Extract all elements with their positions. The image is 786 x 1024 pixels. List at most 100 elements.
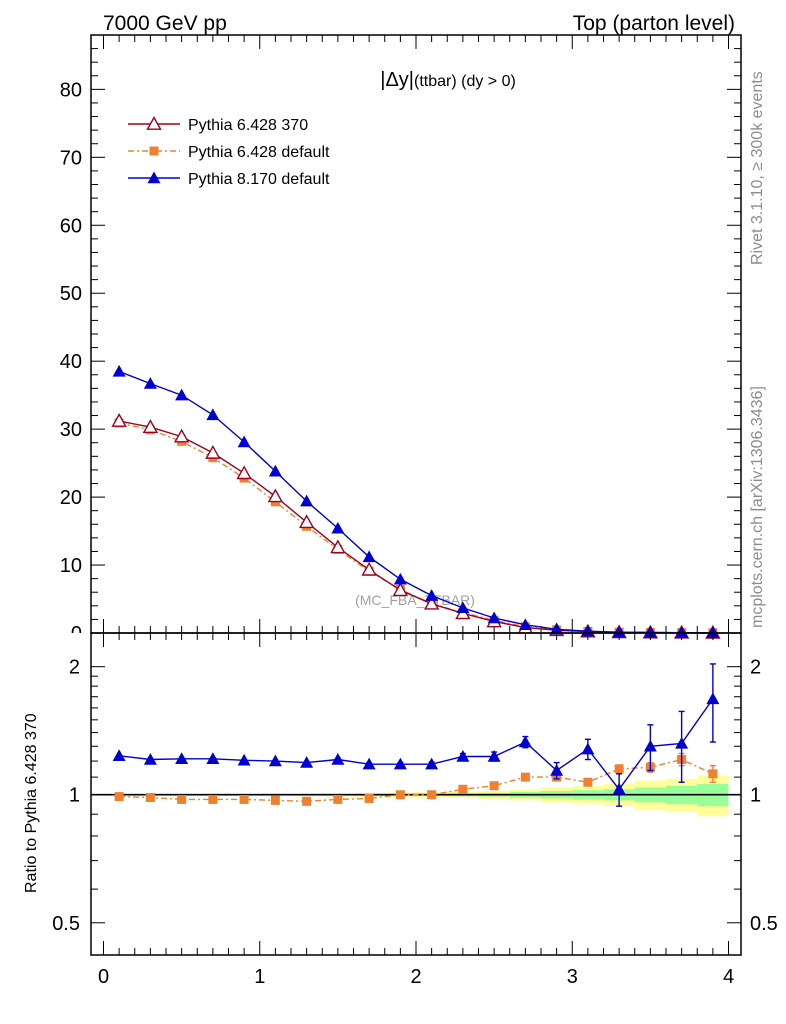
ratio-y-tick-label-right: 1: [750, 785, 761, 807]
ratio-data-point: [177, 794, 187, 804]
ratio-data-point: [550, 764, 564, 776]
mcplots-label: mcplots.cern.ch [arXiv:1306.3436]: [749, 386, 766, 628]
x-tick-label: 0: [98, 966, 109, 988]
ratio-y-tick-label: 1: [69, 785, 80, 807]
main-data-point: [393, 572, 407, 585]
main-data-point: [112, 364, 126, 377]
legend-marker: [146, 116, 162, 130]
main-data-point: [236, 465, 252, 480]
ratio-data-point: [427, 790, 437, 800]
main-data-point: [392, 582, 409, 597]
ratio-series-line: [119, 698, 714, 791]
legend: Pythia 6.428 370 Pythia 6.428 default Pyth…: [128, 116, 330, 188]
rivet-label: Rivet 3.1.10, ≥ 300k events: [749, 71, 766, 265]
main-y-tick-label: 60: [60, 215, 82, 237]
ratio-data-point: [456, 749, 470, 762]
main-y-tick-label: 70: [60, 147, 82, 169]
main-data-point: [206, 408, 220, 421]
main-data-point: [706, 626, 720, 638]
main-data-point: [423, 595, 440, 610]
main-data-point: [675, 626, 689, 638]
ratio-data-point: [268, 754, 282, 767]
x-tick-label: 4: [723, 966, 734, 988]
legend-marker: [147, 171, 161, 184]
legend-marker: [149, 146, 159, 156]
ratio-data-point: [583, 777, 593, 787]
main-data-point: [361, 561, 377, 576]
ratio-data-point: [581, 742, 595, 755]
ratio-data-point: [612, 782, 626, 795]
main-y-tick-label: 20: [60, 487, 82, 509]
ratio-data-point: [520, 772, 530, 782]
ratio-data-point: [362, 757, 376, 770]
main-data-point: [612, 625, 626, 638]
ratio-data-point: [208, 794, 218, 804]
ratio-data-point: [143, 753, 157, 765]
main-data-point: [487, 611, 501, 624]
x-tick-label: 2: [410, 966, 421, 988]
ratio-data-point: [331, 753, 345, 765]
main-data-point: [173, 428, 190, 443]
ratio-data-point: [489, 781, 499, 791]
main-data-point: [143, 377, 157, 389]
ratio-y-tick-label-right: 0.5: [750, 913, 778, 935]
ratio-data-point: [270, 795, 280, 805]
ratio-data-point: [708, 769, 718, 779]
ratio-y-tick-label: 2: [69, 657, 80, 679]
ratio-data-point: [145, 793, 155, 803]
ratio-reference-band: [103, 775, 729, 817]
ratio-data-point: [458, 784, 468, 794]
main-axes: 10 20 30 40 50 60 70 80 0: [60, 35, 741, 633]
main-y-tick-label: 80: [60, 79, 82, 101]
main-plot-panel: 10 20 30 40 50 60 70 80 0 (MC_FBA_TTBAR) |Δy| (t…: [60, 34, 742, 639]
ratio-y-tick-label: 0.5: [52, 913, 80, 935]
ratio-data-point: [393, 757, 407, 770]
main-data-point: [425, 589, 439, 601]
legend-entry-label: Pythia 6.428 370: [188, 117, 308, 134]
main-y-tick-label: 30: [60, 419, 82, 441]
main-data-point: [518, 618, 532, 631]
ratio-data-point: [487, 749, 501, 762]
watermark: (MC_FBA_TTBAR): [355, 592, 475, 608]
ratio-data-point: [643, 739, 657, 752]
main-y-tick-label: 50: [60, 283, 82, 305]
ratio-data-point: [614, 764, 624, 774]
main-data-point: [330, 539, 346, 554]
ratio-data-point: [237, 753, 251, 766]
main-data-point: [456, 601, 470, 614]
main-series: [111, 364, 721, 639]
main-data-point: [268, 464, 282, 477]
main-data-point: [643, 625, 657, 638]
ratio-data-point: [300, 756, 314, 768]
main-data-point: [331, 521, 345, 534]
ratio-y-tick-label-right: 2: [750, 657, 761, 679]
ratio-axes: 0.5 0.5 1 1 2 2 0 1 2 3 4: [52, 633, 778, 988]
ratio-data-point: [706, 692, 720, 705]
ratio-data-point: [114, 792, 124, 802]
ratio-data-point: [333, 794, 343, 804]
x-tick-label: 3: [567, 966, 578, 988]
main-data-point: [205, 444, 221, 459]
ratio-data-point: [425, 757, 439, 770]
main-data-point: [298, 514, 315, 529]
ratio-data-point: [175, 752, 189, 764]
main-data-point: [267, 488, 284, 503]
header-right: Top (parton level): [573, 12, 735, 35]
main-data-point: [550, 622, 564, 635]
main-data-point: [300, 494, 314, 507]
ratio-data-point: [206, 752, 220, 764]
ratio-y-axis-label: Ratio to Pythia 6.428 370: [23, 713, 40, 893]
main-data-point: [111, 413, 127, 427]
legend-entry-label: Pythia 8.170 default: [188, 171, 330, 188]
main-y-tick-label: 40: [60, 351, 82, 373]
main-data-point: [237, 435, 251, 448]
ratio-data-point: [112, 749, 126, 761]
x-tick-label: 1: [254, 966, 265, 988]
ratio-data-point: [239, 794, 249, 804]
legend-entry-label: Pythia 6.428 default: [188, 144, 330, 161]
ratio-plot-panel: 0.5 0.5 1 1 2 2 0 1 2 3 4 Ratio to Pythia 6.428 37…: [23, 632, 778, 988]
ratio-data-point: [675, 736, 689, 749]
header-left: 7000 GeV pp: [103, 12, 227, 35]
plot-title-sub: (ttbar) (dy > 0): [414, 73, 516, 90]
